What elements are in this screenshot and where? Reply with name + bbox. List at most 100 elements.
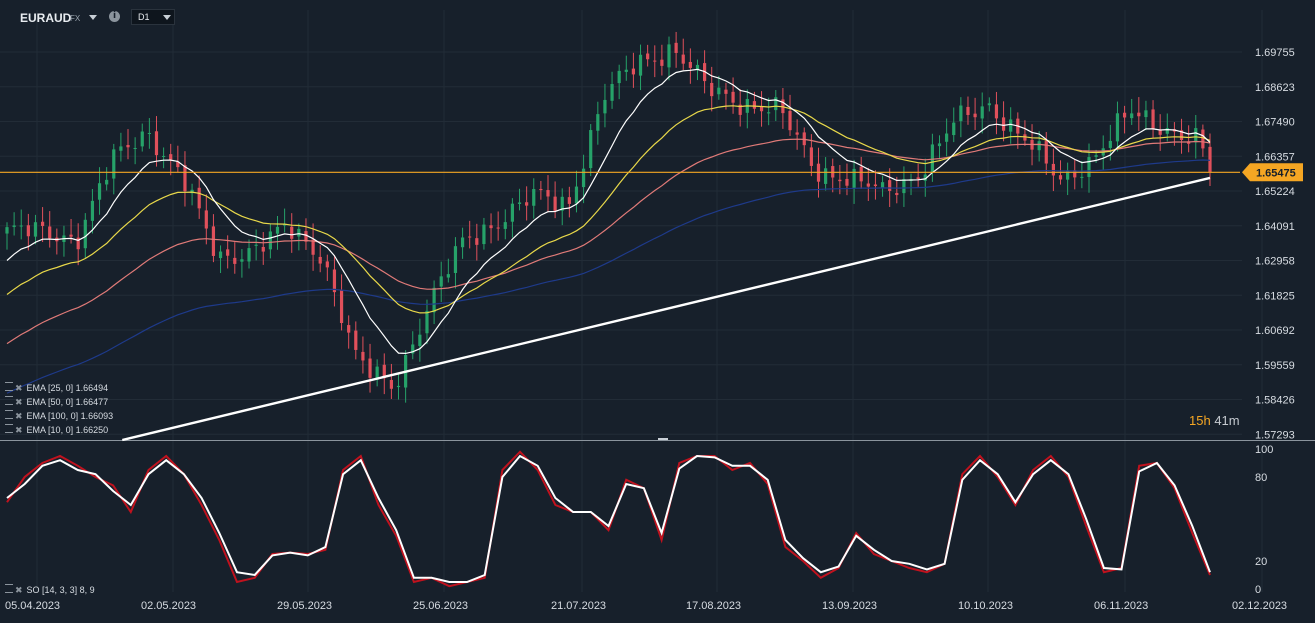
- candle-body: [852, 168, 856, 188]
- timeframe-select[interactable]: D1: [131, 9, 175, 25]
- oscillator-tick-label: 20: [1255, 556, 1267, 568]
- candle-body: [176, 161, 180, 168]
- candle-body: [503, 222, 507, 229]
- candle-body: [169, 154, 173, 160]
- candle-body: [218, 251, 223, 259]
- price-tick-label: 1.61825: [1255, 290, 1295, 302]
- candle-body: [631, 68, 636, 75]
- ema100-line: [6, 159, 1211, 394]
- symbol-label[interactable]: EURAUD: [20, 11, 72, 25]
- candle-body: [48, 226, 52, 239]
- candle-body: [112, 149, 116, 179]
- candle-body: [539, 188, 543, 191]
- candle-body: [1115, 113, 1120, 142]
- candle-body: [460, 237, 465, 248]
- timeframe-dropdown-icon[interactable]: [163, 15, 171, 20]
- candle-body: [624, 69, 628, 72]
- candle-body: [525, 202, 529, 206]
- current-price-tag: [1242, 163, 1303, 182]
- info-icon[interactable]: i: [109, 11, 120, 22]
- candle-body: [411, 344, 415, 354]
- ema25-line: [6, 105, 1211, 314]
- candle-body: [76, 237, 80, 250]
- date-tick-label: 29.05.2023: [277, 600, 332, 612]
- settings-icon[interactable]: [5, 410, 13, 419]
- remove-icon[interactable]: ✖: [15, 411, 23, 421]
- settings-icon[interactable]: [5, 424, 13, 433]
- candle-body: [105, 179, 109, 185]
- candle-body: [752, 101, 757, 109]
- candle-body: [496, 227, 500, 229]
- candle-body: [183, 165, 187, 192]
- date-tick-label: 05.04.2023: [5, 600, 60, 612]
- ema10-legend[interactable]: ✖ EMA [10, 0] 1.66250: [5, 424, 108, 436]
- settings-icon[interactable]: [5, 396, 13, 405]
- candle-body: [717, 87, 721, 95]
- candle-body: [1051, 163, 1055, 176]
- candle-body: [389, 379, 393, 389]
- candle-body: [119, 146, 123, 151]
- candle-body: [589, 130, 593, 169]
- candle-body: [1001, 117, 1006, 131]
- price-tick-label: 1.60692: [1255, 325, 1295, 337]
- candle-body: [603, 99, 607, 114]
- candle-body: [133, 148, 137, 150]
- candle-body: [873, 184, 878, 187]
- candle-body: [1158, 129, 1162, 135]
- settings-icon[interactable]: [5, 584, 13, 593]
- date-tick-label: 06.11.2023: [1094, 600, 1148, 612]
- remove-icon[interactable]: ✖: [15, 425, 23, 435]
- candle-body: [795, 132, 799, 135]
- remove-icon[interactable]: ✖: [15, 397, 23, 407]
- candle-body: [688, 61, 692, 68]
- date-tick-label: 21.07.2023: [551, 600, 606, 612]
- candle-body: [1009, 119, 1013, 132]
- candle-body: [1122, 112, 1127, 118]
- date-tick-label: 02.12.2023: [1232, 600, 1287, 612]
- candle-body: [468, 236, 472, 238]
- candle-body: [959, 105, 963, 122]
- current-price-label: 1.65475: [1256, 167, 1296, 179]
- price-tick-label: 1.59559: [1255, 360, 1295, 372]
- candle-body: [425, 310, 429, 334]
- candle-body: [1044, 140, 1048, 164]
- candle-body: [140, 131, 144, 147]
- candle-body: [1194, 128, 1198, 143]
- candle-body: [980, 106, 984, 119]
- candle-body: [788, 110, 792, 131]
- candle-body: [937, 143, 942, 147]
- candle-body: [731, 91, 735, 103]
- remove-icon[interactable]: ✖: [15, 383, 23, 393]
- remove-icon[interactable]: ✖: [15, 585, 23, 595]
- candle-body: [453, 246, 458, 274]
- ema50-legend[interactable]: ✖ EMA [50, 0] 1.66477: [5, 396, 108, 408]
- symbol-dropdown-icon[interactable]: [89, 15, 97, 20]
- candle-body: [1023, 134, 1027, 141]
- candle-body: [510, 203, 515, 222]
- ema100-legend[interactable]: ✖ EMA [100, 0] 1.66093: [5, 410, 113, 422]
- candle-body: [1087, 157, 1091, 177]
- candle-body: [290, 226, 294, 239]
- candle-body: [1201, 129, 1205, 149]
- date-tick-label: 13.09.2023: [822, 600, 877, 612]
- candle-body: [1165, 128, 1169, 134]
- ema10-line: [6, 68, 1211, 355]
- stochastic-legend[interactable]: ✖ SO [14, 3, 3] 8, 9: [5, 584, 95, 596]
- settings-icon[interactable]: [5, 382, 13, 391]
- ema25-legend[interactable]: ✖ EMA [25, 0] 1.66494: [5, 382, 108, 394]
- candle-body: [945, 133, 949, 142]
- candle-body: [1108, 140, 1112, 148]
- ema50-line: [6, 138, 1211, 345]
- candle-body: [325, 261, 329, 268]
- candle-body: [69, 234, 73, 237]
- candle-body: [1144, 110, 1148, 118]
- candle-body: [97, 183, 102, 200]
- candle-body: [1094, 155, 1098, 157]
- candle-body: [283, 224, 287, 226]
- candle-body: [83, 219, 87, 249]
- date-tick-label: 02.05.2023: [141, 600, 196, 612]
- oscillator-tick-label: 80: [1255, 472, 1267, 484]
- candle-body: [1137, 112, 1141, 117]
